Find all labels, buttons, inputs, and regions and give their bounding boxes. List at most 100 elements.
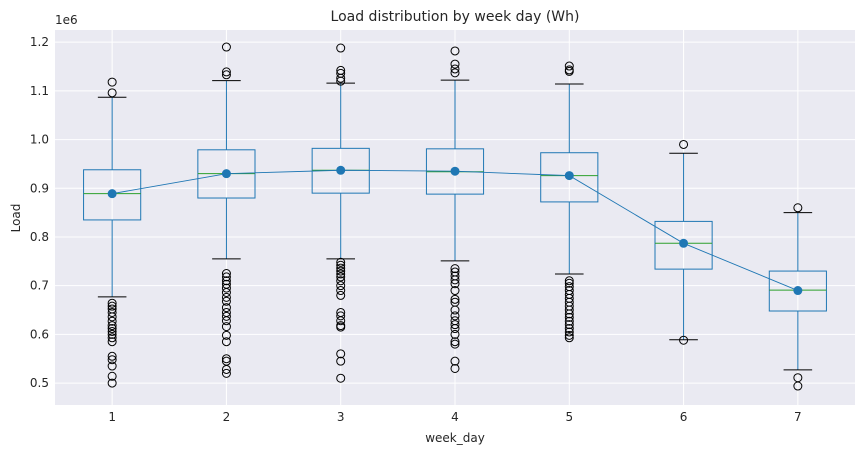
y-tick-label: 0.9	[30, 181, 49, 195]
x-tick-label: 7	[794, 410, 802, 424]
flier-point	[107, 326, 117, 336]
iqr-box	[768, 270, 827, 312]
flier-point	[336, 349, 346, 359]
flier-point	[221, 70, 231, 80]
flier-point	[107, 316, 117, 326]
flier-point	[564, 324, 574, 334]
flier-point	[564, 330, 574, 340]
flier-point	[107, 361, 117, 371]
mean-point	[107, 189, 117, 199]
flier-point	[564, 305, 574, 315]
flier-point	[107, 312, 117, 322]
flier-point	[221, 303, 231, 313]
flier-point	[450, 339, 460, 349]
flier-point	[221, 368, 231, 378]
flier-point	[336, 286, 346, 296]
x-tick-label: 3	[337, 410, 345, 424]
mean-series	[107, 165, 803, 296]
flier-point	[336, 316, 346, 326]
flier-point	[564, 327, 574, 337]
flier-point	[450, 320, 460, 330]
flier-point	[450, 329, 460, 339]
flier-point	[221, 311, 231, 321]
flier-point	[221, 364, 231, 374]
flier-point	[793, 203, 803, 213]
flier-point	[564, 278, 574, 288]
iqr-box	[540, 152, 599, 203]
flier-point	[450, 337, 460, 347]
flier-point	[336, 73, 346, 83]
flier-point	[107, 351, 117, 361]
flier-point	[450, 279, 460, 289]
flier-point	[564, 316, 574, 326]
flier-point	[336, 257, 346, 267]
flier-point	[450, 294, 460, 304]
box-1	[83, 77, 142, 388]
flier-point	[336, 260, 346, 270]
y-tick-label: 1.1	[30, 84, 49, 98]
flier-point	[107, 333, 117, 343]
flier-point	[221, 316, 231, 326]
flier-point	[450, 363, 460, 373]
flier-point	[107, 371, 117, 381]
flier-point	[336, 290, 346, 300]
y-axis-label: Load	[9, 204, 23, 233]
flier-point	[564, 309, 574, 319]
flier-point	[336, 263, 346, 273]
flier-point	[336, 373, 346, 383]
flier-point	[107, 88, 117, 98]
chart-title: Load distribution by week day (Wh)	[331, 9, 580, 25]
flier-point	[564, 66, 574, 76]
iqr-box	[654, 220, 713, 270]
flier-point	[450, 356, 460, 366]
flier-point	[221, 337, 231, 347]
flier-point	[564, 320, 574, 330]
flier-point	[221, 354, 231, 364]
x-tick-label: 6	[680, 410, 688, 424]
x-tick-label: 1	[108, 410, 116, 424]
flier-point	[336, 43, 346, 53]
flier-point	[336, 281, 346, 291]
y-tick-label: 0.7	[30, 279, 49, 293]
flier-point	[221, 272, 231, 282]
flier-point	[564, 312, 574, 322]
flier-point	[107, 337, 117, 347]
flier-point	[450, 275, 460, 285]
flier-point	[107, 298, 117, 308]
flier-point	[221, 276, 231, 286]
flier-point	[221, 322, 231, 332]
flier-point	[221, 283, 231, 293]
flier-point	[564, 61, 574, 71]
y-tick-label: 0.6	[30, 327, 49, 341]
flier-point	[107, 378, 117, 388]
flier-point	[107, 77, 117, 87]
flier-point	[679, 335, 689, 345]
y-tick-label: 0.5	[30, 376, 49, 390]
flier-point	[221, 292, 231, 302]
mean-point	[336, 165, 346, 175]
flier-point	[221, 330, 231, 340]
x-tick-label: 4	[451, 410, 459, 424]
mean-point	[793, 286, 803, 296]
mean-point	[450, 166, 460, 176]
y-tick-label: 0.8	[30, 230, 49, 244]
box-series	[83, 42, 827, 391]
flier-point	[564, 333, 574, 343]
flier-point	[450, 311, 460, 321]
flier-point	[336, 322, 346, 332]
mean-point	[221, 169, 231, 179]
flier-point	[221, 67, 231, 77]
x-axis-label: week_day	[425, 431, 485, 445]
flier-point	[221, 42, 231, 52]
flier-point	[793, 381, 803, 391]
flier-point	[107, 301, 117, 311]
flier-point	[336, 356, 346, 366]
flier-point	[221, 288, 231, 297]
flier-point	[450, 324, 460, 334]
flier-point	[221, 269, 231, 279]
flier-point	[336, 76, 346, 86]
flier-point	[679, 139, 689, 149]
flier-point	[107, 355, 117, 365]
flier-point	[450, 46, 460, 56]
